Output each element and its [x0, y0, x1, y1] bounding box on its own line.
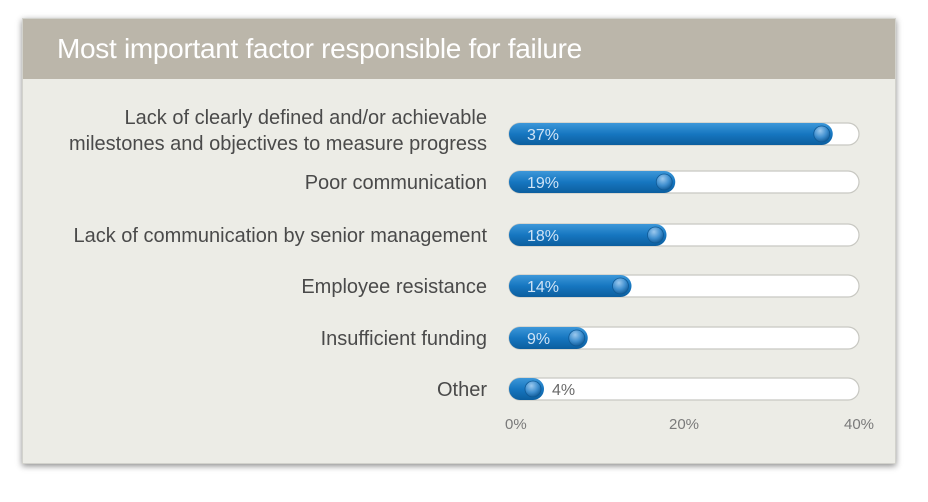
- bar: [509, 171, 676, 193]
- bar-row: 37% Lack of clearly defined and/or achiev…: [69, 107, 860, 155]
- title-bar: Most important factor responsible for fa…: [23, 19, 895, 79]
- bar: [509, 275, 632, 297]
- bar: [509, 224, 667, 246]
- x-axis-ticks: 0% 20% 40%: [505, 416, 874, 433]
- category-label: Poor communication: [305, 172, 487, 194]
- bar-row: 14% Employee resistance: [301, 274, 860, 298]
- category-label: Lack of clearly defined and/or achievabl…: [125, 107, 487, 129]
- x-tick-label: 40%: [844, 416, 874, 433]
- chart-card: Most important factor responsible for fa…: [22, 18, 896, 464]
- bar-row: 19% Poor communication: [305, 170, 860, 194]
- bar: [509, 123, 833, 145]
- bar-row: 9% Insufficient funding: [321, 326, 860, 350]
- x-tick-label: 20%: [669, 416, 699, 433]
- x-tick-label: 0%: [505, 416, 527, 433]
- chart-title: Most important factor responsible for fa…: [57, 33, 582, 64]
- data-label: 19%: [527, 175, 559, 192]
- chart-rows: 37% Lack of clearly defined and/or achiev…: [69, 107, 860, 401]
- bar-knob: [568, 329, 586, 347]
- bar-row: 18% Lack of communication by senior manag…: [73, 223, 860, 247]
- bar-knob: [612, 277, 629, 295]
- data-label: 14%: [527, 279, 559, 296]
- data-label: 4%: [552, 382, 575, 399]
- bar-knob: [655, 173, 673, 191]
- data-label: 18%: [527, 228, 559, 245]
- data-label: 37%: [527, 127, 559, 144]
- data-label: 9%: [527, 331, 550, 348]
- bar: [509, 327, 588, 349]
- bar-knob: [524, 380, 542, 398]
- category-label: Other: [437, 379, 487, 401]
- bar-knob: [647, 226, 664, 244]
- category-label: Lack of communication by senior manageme…: [73, 225, 487, 247]
- bar-row: 4% Other: [437, 377, 860, 401]
- category-label: Insufficient funding: [321, 328, 487, 350]
- category-label: milestones and objectives to measure pro…: [69, 133, 487, 155]
- category-label: Employee resistance: [301, 276, 487, 298]
- bar-chart: 37% Lack of clearly defined and/or achiev…: [69, 107, 874, 433]
- bar-knob: [813, 125, 831, 143]
